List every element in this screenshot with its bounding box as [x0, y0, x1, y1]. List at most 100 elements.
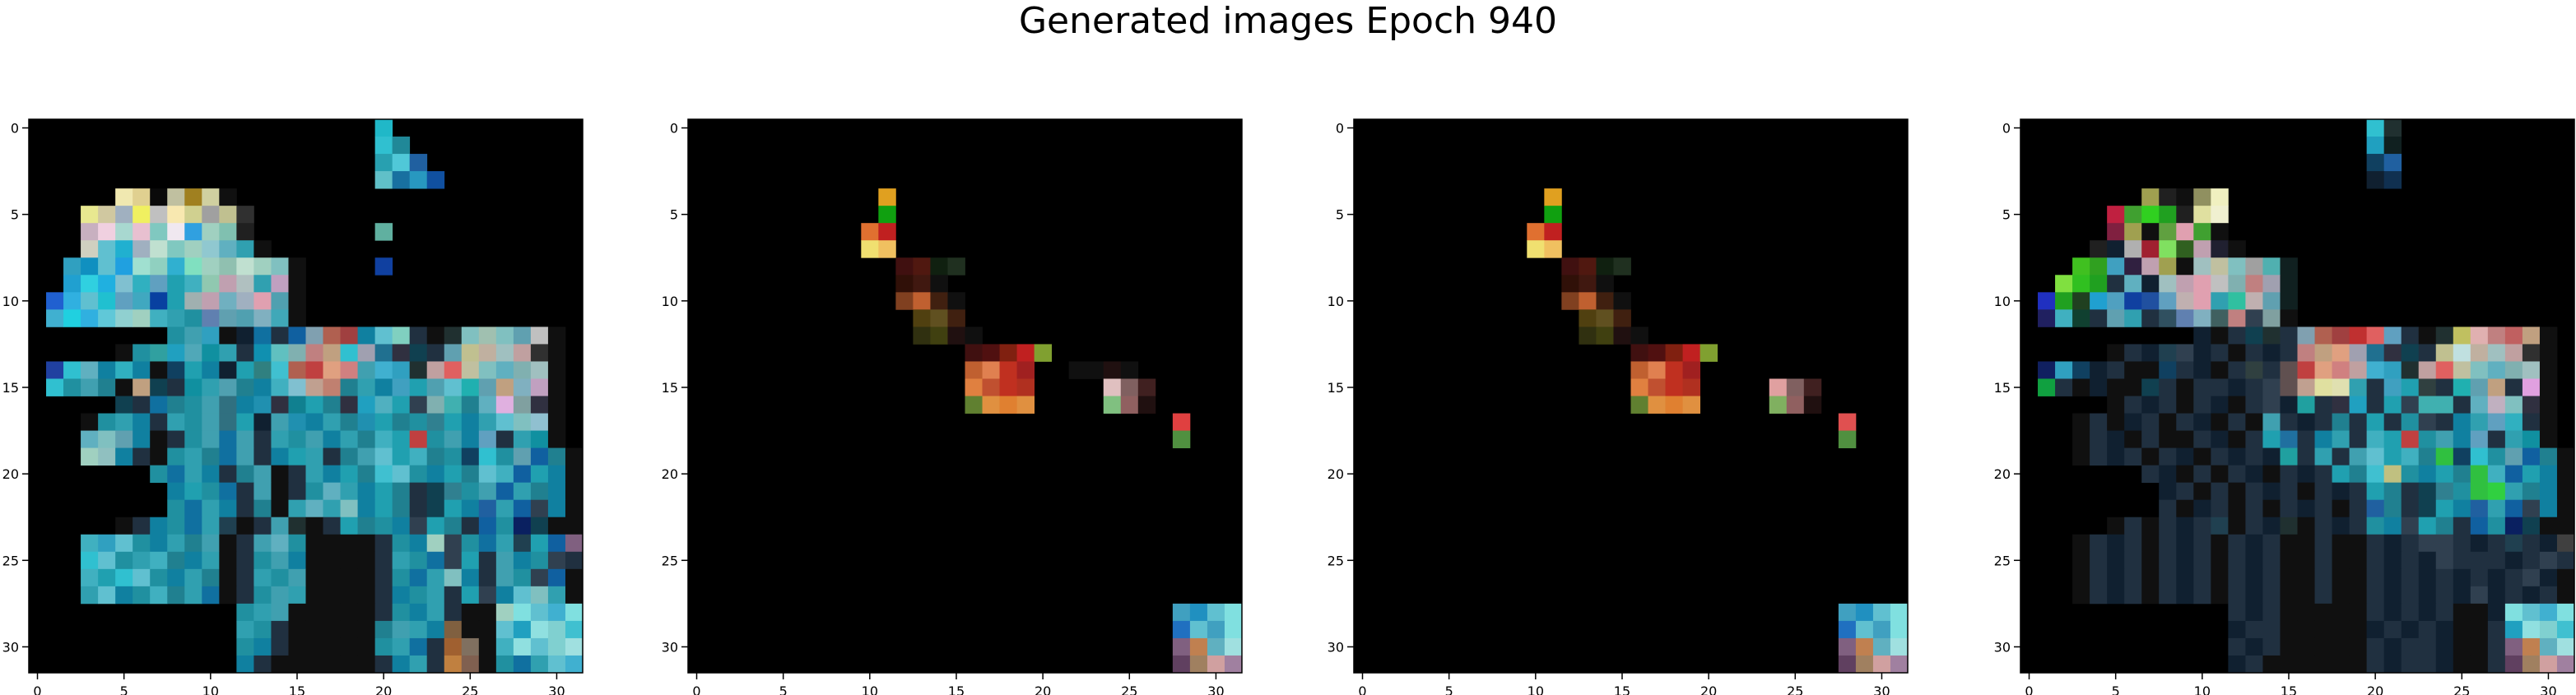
pixel-cell [2332, 586, 2350, 605]
y-tick-label: 5 [1336, 207, 1344, 223]
pixel-cell [2487, 378, 2506, 396]
pixel-cell [2176, 188, 2194, 206]
pixel-cell [2418, 655, 2437, 674]
pixel-cell [2211, 309, 2229, 327]
pixel-cell [2245, 396, 2263, 414]
pixel-cell [2072, 413, 2090, 431]
y-tick-label: 10 [1328, 294, 1344, 309]
pixel-cell [236, 620, 254, 639]
pixel-cell [202, 551, 220, 570]
pixel-cell [2401, 603, 2420, 622]
pixel-cell [236, 568, 254, 587]
pixel-cell [150, 534, 168, 553]
pixel-cell [2107, 413, 2125, 431]
pixel-cell [930, 327, 948, 345]
pixel-cell [98, 292, 116, 310]
pixel-cell [495, 637, 514, 656]
pixel-cell [2262, 620, 2281, 639]
pixel-cell [357, 447, 376, 466]
pixel-cell [2314, 396, 2332, 414]
pixel-cell [305, 430, 323, 448]
pixel-cell [2453, 361, 2471, 379]
pixel-cell [374, 171, 393, 189]
pixel-cell [2141, 275, 2160, 293]
pixel-cell [2107, 361, 2125, 379]
pixel-cell [133, 447, 151, 466]
pixel-cell [444, 378, 463, 396]
pixel-cell [513, 361, 532, 379]
y-tick-label: 30 [2, 639, 19, 655]
pixel-cell [878, 206, 896, 224]
pixel-cell [392, 534, 411, 553]
panel-4: 0 5 10 15 20 25 30 0 5 10 15 20 25 30 [1994, 118, 2575, 695]
pixel-cell [930, 292, 948, 310]
pixel-cell [2314, 482, 2332, 501]
pixel-cell [2107, 257, 2125, 276]
pixel-cell [2418, 465, 2437, 484]
pixel-cell [565, 551, 584, 570]
pixel-cell [392, 137, 411, 155]
x-tick-label: 15 [1614, 683, 1630, 695]
pixel-cell [2245, 637, 2263, 656]
pixel-cell [305, 534, 323, 553]
pixel-cell [2159, 275, 2177, 293]
pixel-cell [2383, 620, 2402, 639]
pixel-cell [1561, 292, 1579, 310]
pixel-cell [2280, 568, 2298, 587]
pixel-cell [2141, 568, 2160, 587]
pixel-cell [2176, 240, 2194, 258]
pixel-cell [444, 361, 463, 379]
pixel-cell [288, 309, 306, 327]
pixel-cell [547, 551, 566, 570]
pixel-cell [2072, 275, 2090, 293]
pixel-cell [1172, 637, 1191, 656]
pixel-cell [2038, 378, 2056, 396]
pixel-cell [374, 465, 393, 484]
pixel-cell [1803, 378, 1822, 396]
pixel-cell [98, 534, 116, 553]
pixel-cell [323, 327, 341, 345]
pixel-cell [2470, 534, 2489, 553]
pixel-cell [202, 465, 220, 484]
pixel-cell [81, 413, 99, 431]
pixel-cell [46, 378, 64, 396]
pixel-cell [2176, 482, 2194, 501]
pixel-cell [1630, 361, 1648, 379]
pixel-cell [2539, 603, 2558, 622]
pixel-cell [2159, 413, 2177, 431]
pixel-cell [2522, 430, 2541, 448]
pixel-cell [184, 223, 202, 241]
pixel-cell [2211, 551, 2229, 570]
pixel-cell [2366, 154, 2385, 172]
pixel-cell [288, 551, 306, 570]
pixel-cell [2124, 344, 2142, 362]
pixel-cell [461, 534, 480, 553]
pixel-cell [81, 275, 99, 293]
y-tick-label: 15 [1994, 380, 2011, 396]
pixel-cell [2556, 447, 2575, 466]
pixel-cell [288, 655, 306, 674]
pixel-cell [219, 430, 237, 448]
pixel-cell [63, 361, 81, 379]
pixel-cell [392, 465, 411, 484]
pixel-cell [2522, 413, 2541, 431]
pixel-cell [1648, 378, 1666, 396]
pixel-cell [478, 447, 497, 466]
pixel-cell [202, 309, 220, 327]
pixel-cell [167, 482, 185, 501]
pixel-cell [2055, 309, 2073, 327]
pixel-cell [2539, 586, 2558, 605]
pixel-cell [150, 413, 168, 431]
pixel-cell [253, 361, 272, 379]
pixel-cell [2366, 568, 2385, 587]
pixel-cell [2383, 430, 2402, 448]
pixel-cell [271, 344, 289, 362]
pixel-cell [2539, 620, 2558, 639]
pixel-cell [2332, 396, 2350, 414]
pixel-cell [392, 568, 411, 587]
pixel-cell [288, 344, 306, 362]
pixel-cell [1579, 275, 1597, 293]
pixel-cell [374, 620, 393, 639]
pixel-cell [46, 292, 64, 310]
pixel-cell [2556, 482, 2575, 501]
